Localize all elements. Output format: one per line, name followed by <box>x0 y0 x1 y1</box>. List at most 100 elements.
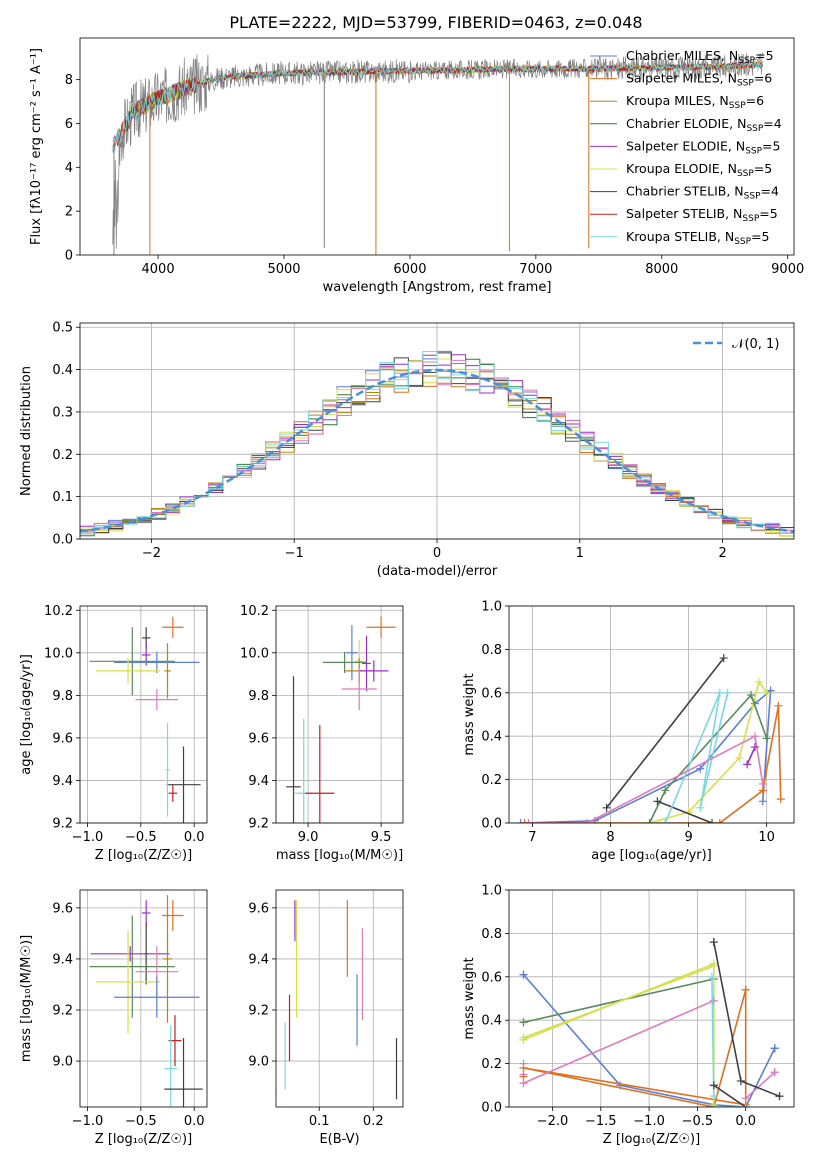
data-spectrum <box>112 52 763 249</box>
legend-label: Chabrier MILES, NSSP=5 <box>626 48 774 66</box>
point-marker <box>741 1103 750 1107</box>
axes-frame <box>79 37 795 256</box>
weight-series <box>520 688 772 823</box>
tick-label-y: 0.8 <box>481 643 502 658</box>
tick-label-x: 7000 <box>519 262 552 277</box>
tick-label-y: 0.5 <box>52 321 73 336</box>
tick-label-y: 9.0 <box>52 1055 73 1070</box>
figure-title: PLATE=2222, MJD=53799, FIBERID=0463, z=0… <box>229 13 642 32</box>
weight-series <box>711 976 715 1097</box>
legend-label: Kroupa STELIB, NSSP=5 <box>626 229 770 247</box>
tick-label-x: 2 <box>718 546 726 561</box>
point-marker <box>519 1079 528 1088</box>
tick-label-y: 9.6 <box>248 901 269 916</box>
tick-label-y: 9.2 <box>52 1003 73 1018</box>
weight-series <box>523 965 715 1039</box>
point-marker <box>708 819 717 823</box>
y-axis-label: mass weight <box>462 673 477 755</box>
point-marker <box>709 938 718 947</box>
point-marker <box>709 1103 718 1107</box>
tick-label-y: 9.0 <box>248 1055 269 1070</box>
weight-series <box>664 692 729 823</box>
tick-label-x: −1.0 <box>72 830 104 845</box>
x-axis-label: Z [log₁₀(Z/Z☉)] <box>95 848 192 863</box>
tick-label-x: 0.0 <box>184 1114 205 1129</box>
tick-label-x: 8000 <box>645 262 678 277</box>
tick-label-x: −1.5 <box>585 1114 617 1129</box>
point-marker <box>715 819 724 823</box>
x-axis-label: mass [log₁₀(M/M☉)] <box>276 848 403 863</box>
tick-label-y: 0.2 <box>481 1057 502 1072</box>
tick-label-x: 4000 <box>142 262 175 277</box>
point-marker <box>776 795 785 804</box>
axes-frame <box>275 605 404 824</box>
tick-label-y: 9.6 <box>52 731 73 746</box>
tick-label-x: 9.5 <box>371 830 392 845</box>
tick-label-x: −0.5 <box>682 1114 714 1129</box>
legend-label: Kroupa ELODIE, NSSP=5 <box>626 161 772 179</box>
axes-frame <box>79 889 208 1108</box>
point-marker <box>707 972 716 981</box>
tick-label-y: 8 <box>65 73 73 88</box>
point-marker <box>602 803 611 812</box>
tick-label-y: 0.1 <box>52 490 73 505</box>
point-marker <box>715 688 724 697</box>
panel-mass-weight-vs-age: 7 8 9 10 0.0 0.2 0.4 0.6 0.8 1.0 age [log₁₀(age/yr… <box>462 600 795 863</box>
point-marker <box>709 1092 718 1101</box>
tick-label-y: 0.0 <box>481 817 502 832</box>
tick-label-x: 9000 <box>771 262 804 277</box>
panel-mass-vs-EBV: 0.1 0.2 9.0 9.2 9.4 9.6 E(B-V) <box>248 889 404 1147</box>
plot-area <box>284 900 398 1100</box>
point-marker <box>696 764 705 773</box>
y-axis-label: Flux [fλ10⁻¹⁷ erg cm⁻² s⁻¹ A⁻¹] <box>29 48 44 245</box>
panel-residuals: −2 −1 0 1 2 0.0 0.1 0.2 0.3 0.4 0.5 (data-model)/er… <box>19 321 795 579</box>
tick-label-y: 9.6 <box>248 731 269 746</box>
point-marker <box>758 779 767 788</box>
weight-series <box>713 1084 747 1107</box>
point-marker <box>741 1094 750 1103</box>
tick-label-y: 0.4 <box>52 363 73 378</box>
tick-label-y: 0.3 <box>52 405 73 420</box>
tick-label-y: 9.2 <box>52 817 73 832</box>
point-marker <box>736 1076 745 1085</box>
model-spectrum <box>112 61 763 153</box>
tick-label-y: 10.0 <box>44 646 73 661</box>
point-marker <box>775 1092 784 1101</box>
point-marker <box>661 786 670 795</box>
weight-series <box>523 999 715 1084</box>
x-axis-label: Z [log₁₀(Z/Z☉)] <box>603 1132 700 1147</box>
tick-label-y: 1.0 <box>481 600 502 615</box>
tick-label-y: 9.2 <box>248 1003 269 1018</box>
panel-age-vs-mass: 9.0 9.5 9.2 9.4 9.6 9.8 10.0 10.2 mass [log₁₀(M/… <box>240 604 404 863</box>
tick-label-y: 9.4 <box>52 952 73 967</box>
point-marker <box>750 732 759 741</box>
axes-frame <box>508 889 795 1108</box>
axes-frame <box>79 605 208 824</box>
point-marker <box>516 819 525 823</box>
legend-label: Chabrier ELODIE, NSSP=4 <box>626 116 782 134</box>
weight-series <box>745 1071 776 1099</box>
tick-label-y: 10.2 <box>240 604 269 619</box>
tick-label-y: 4 <box>65 161 73 176</box>
point-marker <box>519 1035 528 1044</box>
point-marker <box>719 654 728 663</box>
tick-label-x: 6000 <box>393 262 426 277</box>
tick-label-y: 6 <box>65 117 73 132</box>
tick-label-x: 10 <box>758 830 775 845</box>
tick-label-x: 0.2 <box>363 1114 384 1129</box>
tick-label-x: −2.0 <box>537 1114 569 1129</box>
tick-label-y: 9.4 <box>52 774 73 789</box>
weight-series <box>528 734 764 823</box>
point-marker <box>709 961 718 970</box>
tick-label-x: −0.5 <box>125 1114 157 1129</box>
tick-label-y: 9.4 <box>248 774 269 789</box>
point-marker <box>754 677 763 686</box>
tick-label-x: 1 <box>576 546 584 561</box>
tick-label-x: −2 <box>142 546 161 561</box>
tick-label-y: 0.4 <box>481 1014 502 1029</box>
point-marker <box>735 753 744 762</box>
tick-label-x: 7 <box>528 830 536 845</box>
legend: Chabrier MILES, NSSP=5 Salpeter MILES, NS… <box>590 48 782 247</box>
panel-age-vs-Z: −1.0 −0.5 0.0 9.2 9.4 9.6 9.8 10.0 10.2 Z [log₁₀(… <box>19 604 208 863</box>
